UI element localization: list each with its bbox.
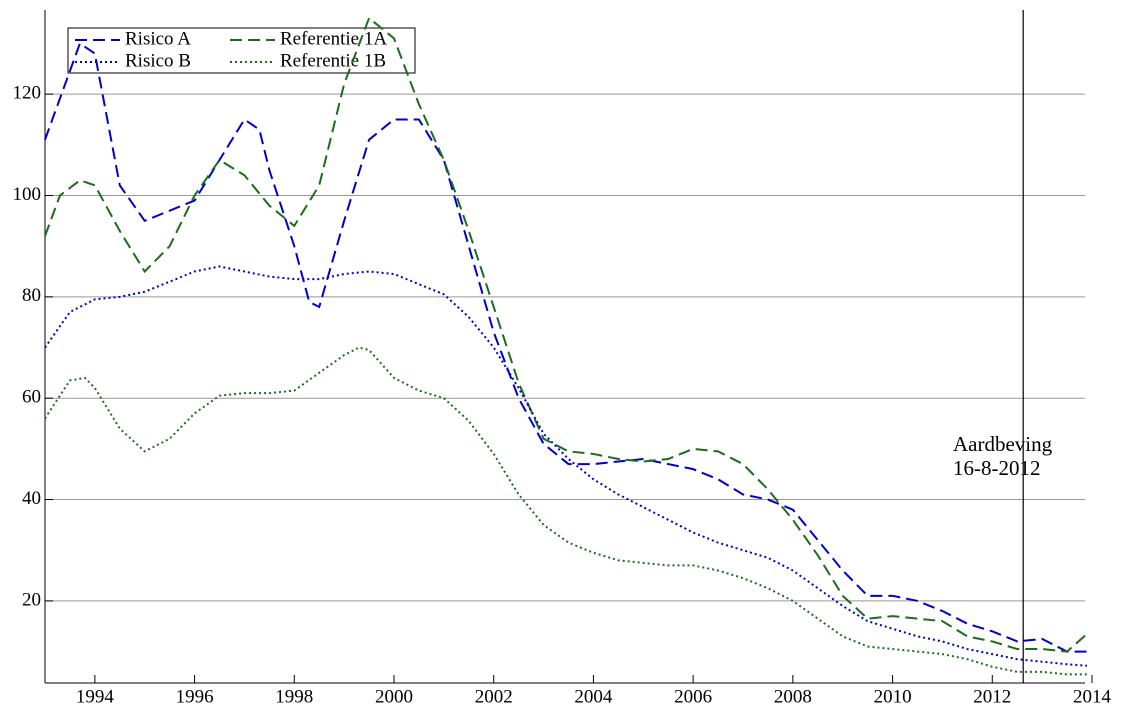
- x-tick-label: 2014: [1073, 686, 1112, 707]
- legend-box: [67, 27, 416, 74]
- x-tick-label: 2004: [574, 686, 613, 707]
- x-tick-label: 2002: [475, 686, 513, 707]
- x-tick-label: 2006: [674, 686, 712, 707]
- x-tick-label: 2000: [375, 686, 413, 707]
- legend-label: Risico A: [125, 28, 191, 49]
- legend-label: Referentie 1A: [280, 28, 387, 49]
- legend-label: Referentie 1B: [280, 50, 386, 71]
- y-tick-label: 120: [13, 82, 42, 103]
- x-tick-label: 2010: [874, 686, 912, 707]
- x-tick-label: 2008: [774, 686, 812, 707]
- legend: Risico A Referentie 1A Risico B Referentie …: [67, 27, 416, 74]
- y-tick-label: 80: [22, 285, 41, 306]
- y-tick-label: 20: [22, 589, 41, 610]
- x-tick-label: 1994: [76, 686, 115, 707]
- annotation: 16-8-2012: [953, 456, 1041, 480]
- series-line: [44, 16, 1088, 653]
- annotation: Aardbeving: [953, 432, 1053, 456]
- y-tick-label: 40: [22, 488, 41, 509]
- x-tick-label: 2012: [973, 686, 1011, 707]
- x-tick-label: 1998: [275, 686, 313, 707]
- legend-label: Risico B: [125, 50, 191, 71]
- series-line: [44, 41, 1088, 653]
- x-tick-label: 1996: [176, 686, 214, 707]
- y-tick-label: 60: [22, 387, 41, 408]
- series-line: [44, 265, 1088, 667]
- y-tick-label: 100: [13, 184, 42, 205]
- series-line: [44, 346, 1088, 676]
